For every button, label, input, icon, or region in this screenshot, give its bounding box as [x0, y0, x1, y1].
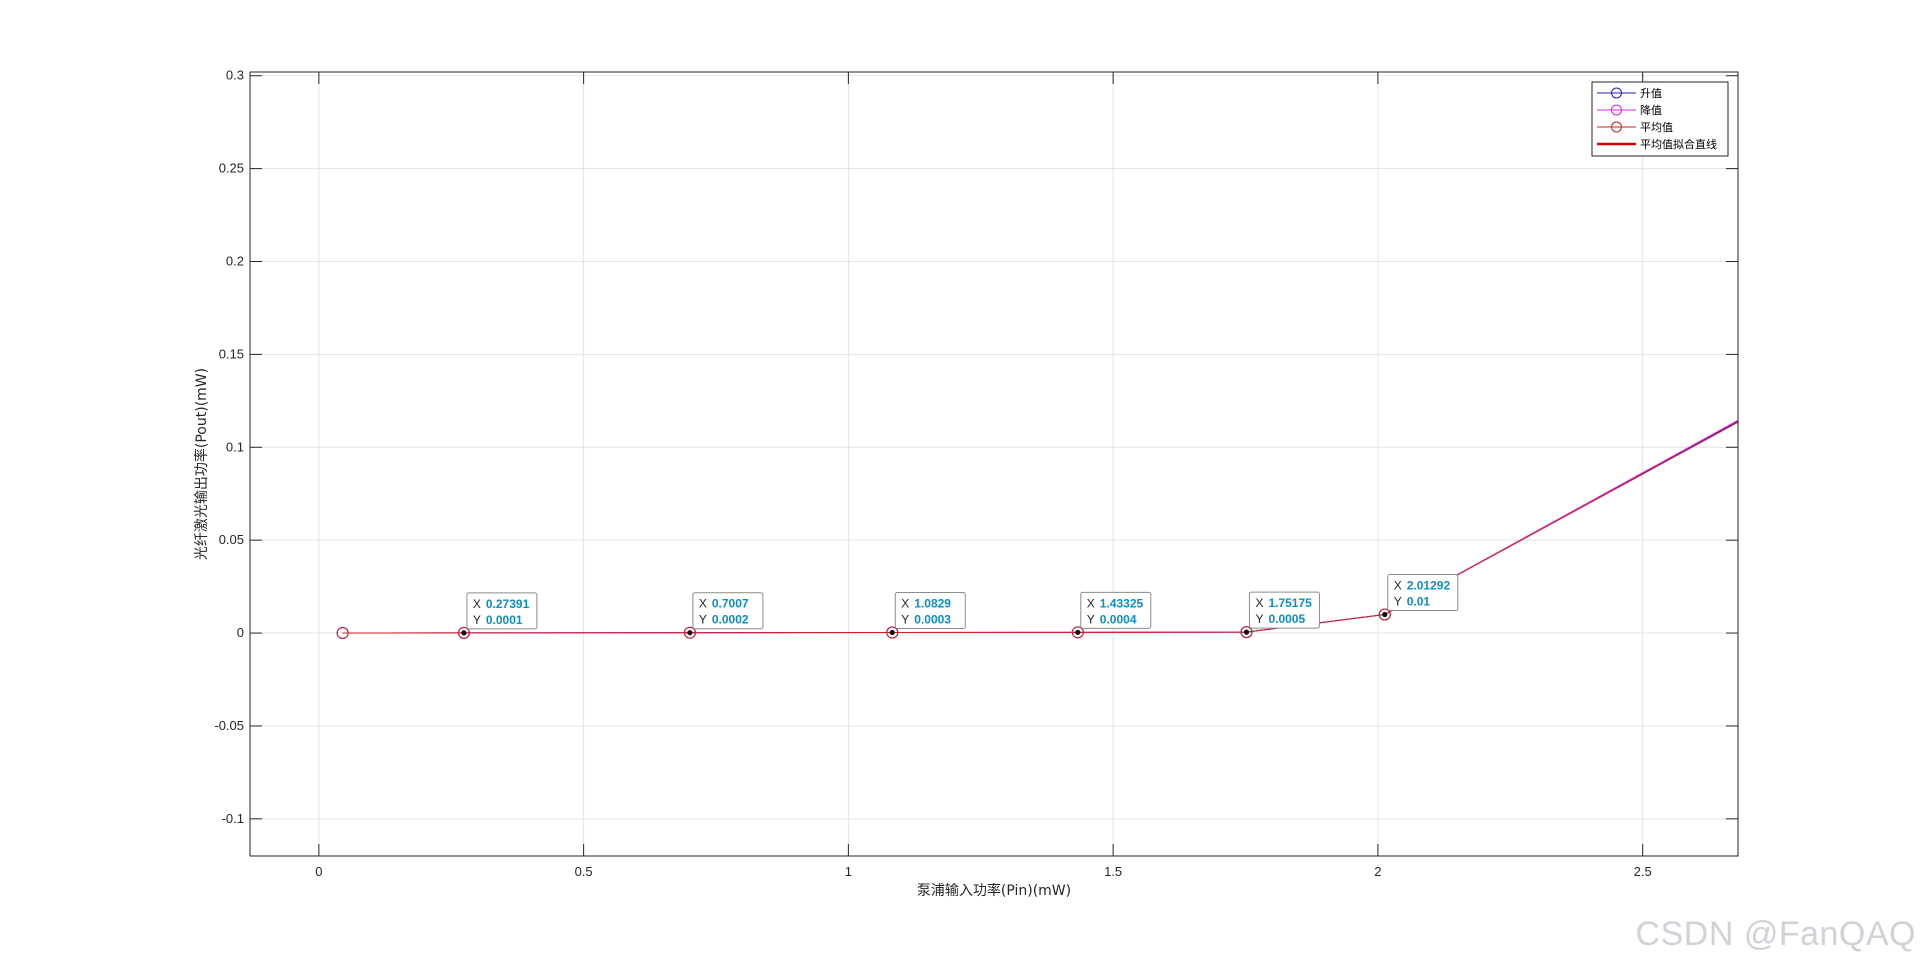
axes: 0 0.5 1 1.5 2 2.5 -0.1 -0.05 0 0.05 0.1 0.15 0.2 0.25…: [214, 68, 1739, 879]
datatip-dot: [1382, 611, 1388, 618]
x-tick-label: 0.5: [575, 864, 593, 879]
datatip-x-value: 2.01292: [1407, 578, 1451, 592]
datatip-x-value: 0.27391: [486, 597, 530, 611]
datatip-dot: [461, 630, 467, 636]
series-marker-2: [457, 626, 470, 639]
datatip-y-key: Y: [473, 613, 481, 627]
x-tick-label: 2.5: [1634, 864, 1652, 879]
datatip-x-key: X: [699, 597, 707, 611]
datatip-y-key: Y: [1087, 612, 1095, 626]
datatip-x-key: X: [901, 597, 909, 611]
legend-entry: 平均值: [1640, 121, 1673, 134]
plot-area: [250, 72, 1738, 856]
watermark: CSDN @FanQAQ: [1635, 915, 1916, 953]
series-line-2: [342, 421, 1738, 634]
datatip-y-key: Y: [1255, 612, 1263, 626]
y-tick-label: -0.05: [214, 718, 244, 733]
series-marker-2: [683, 626, 696, 639]
datatip-y-key: Y: [1394, 594, 1402, 608]
datatip-x-key: X: [1255, 596, 1263, 610]
axes-box: [249, 71, 1739, 857]
legend-marker: [1611, 87, 1622, 99]
datatip-box: [1080, 591, 1152, 629]
y-tick-label: 0.1: [226, 439, 244, 454]
datatip-x-key: X: [1087, 596, 1095, 610]
x-tick-label: 0: [315, 864, 322, 879]
legend-marker: [1611, 104, 1622, 116]
series-group: [336, 419, 1738, 640]
datatips: X 0.27391 Y 0.0001 X 0.7007 Y 0.0002 X 1.0829 Y 0.0…: [461, 573, 1459, 636]
datatip-y-value: 0.0002: [712, 613, 749, 627]
y-tick-label: 0.15: [219, 346, 244, 361]
datatip-box: [466, 592, 538, 630]
series-marker-2: [1378, 608, 1391, 621]
y-tick-label: 0.2: [226, 253, 244, 268]
datatip-y-value: 0.0003: [914, 613, 951, 627]
y-tick-label: 0.3: [226, 68, 244, 83]
series-marker-2: [886, 626, 899, 639]
datatip-dot: [1243, 629, 1250, 635]
legend-marker: [1611, 121, 1622, 133]
datatip-x-value: 0.7007: [712, 597, 749, 611]
y-tick-label: 0: [237, 625, 244, 640]
grid: [250, 72, 1738, 856]
datatip-box: [692, 592, 764, 630]
series-marker-2: [1240, 626, 1253, 639]
series-marker-2: [1071, 626, 1084, 639]
datatip-y-value: 0.01: [1407, 594, 1431, 608]
datatip-y-value: 0.0001: [486, 613, 523, 627]
datatip-y-value: 0.0005: [1268, 612, 1305, 626]
datatip-dot: [687, 630, 693, 636]
legend-entry: 平均值拟合直线: [1640, 137, 1717, 151]
x-axis-label: 泵浦输入功率(Pin)(mW): [917, 882, 1071, 899]
datatip-dot: [1075, 629, 1081, 635]
series-marker-2: [336, 627, 349, 640]
series-layer: [336, 419, 1738, 640]
datatip-y-key: Y: [699, 613, 707, 627]
legend-entry: 升值: [1640, 87, 1662, 100]
y-axis-label: 光纤激光输出功率(Pout)(mW): [193, 368, 210, 560]
datatip-box: [1248, 591, 1320, 629]
x-tick-label: 1.5: [1104, 864, 1122, 879]
datatip-dot: [889, 629, 895, 636]
datatip-y-key: Y: [901, 613, 909, 627]
y-tick-label: 0.05: [219, 532, 244, 547]
y-tick-label: -0.1: [222, 811, 244, 826]
datatip-x-key: X: [1394, 578, 1402, 592]
y-tick-label: 0.25: [219, 161, 244, 176]
x-tick-label: 2: [1374, 864, 1381, 879]
datatip-x-key: X: [473, 597, 481, 611]
datatip-x-value: 1.0829: [914, 597, 951, 611]
datatip-y-value: 0.0004: [1100, 612, 1137, 626]
legend-entry: 降值: [1640, 103, 1662, 117]
datatip-box: [1387, 573, 1459, 611]
datatip-x-value: 1.43325: [1100, 596, 1144, 610]
datatip-box: [894, 592, 966, 630]
datatip-x-value: 1.75175: [1268, 596, 1312, 610]
x-tick-label: 1: [845, 864, 852, 879]
